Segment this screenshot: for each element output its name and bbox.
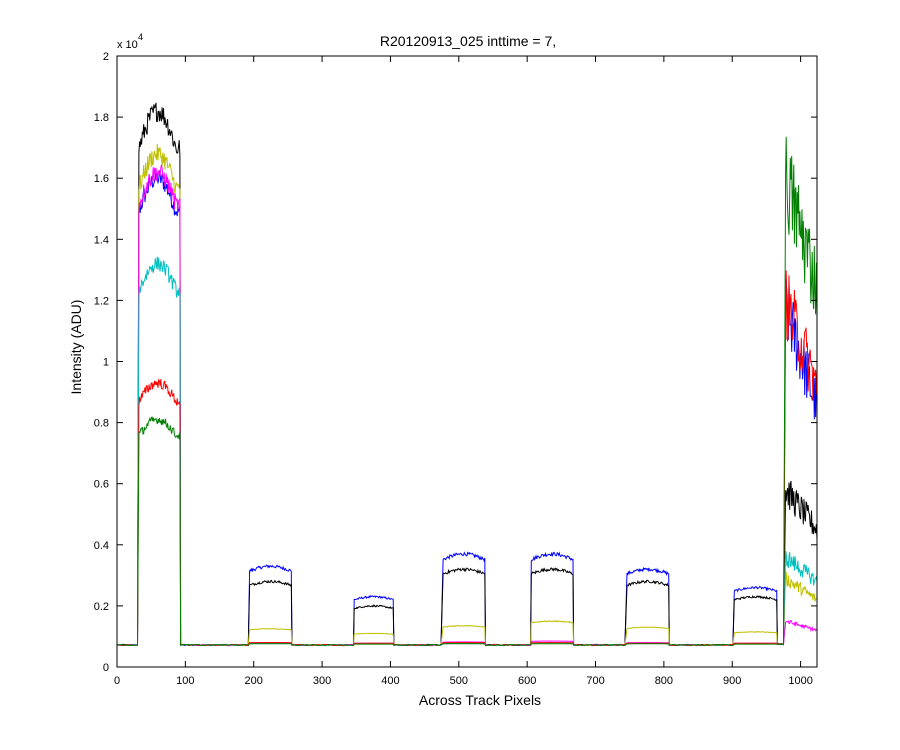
series-line-7 <box>116 136 818 647</box>
x-tick-label: 600 <box>518 675 536 687</box>
series-line-6 <box>117 270 818 647</box>
x-tick-label: 400 <box>381 675 399 687</box>
x-tick-label: 300 <box>313 675 331 687</box>
series-line-1 <box>116 169 818 647</box>
y-tick-label: 0.6 <box>94 479 109 491</box>
y-tick-label: 0 <box>103 662 109 674</box>
series-line-4 <box>116 164 818 647</box>
y-tick-label: 1.2 <box>94 295 109 307</box>
y-tick-label: 0.2 <box>94 601 109 613</box>
x-tick-label: 800 <box>655 675 673 687</box>
series-line-2 <box>116 102 818 647</box>
x-tick-label: 500 <box>450 675 468 687</box>
y-axis-label: Intensity (ADU) <box>68 300 84 395</box>
y-tick-label: 1 <box>103 357 109 369</box>
series-line-5 <box>116 256 818 647</box>
x-axis-label: Across Track Pixels <box>419 692 541 708</box>
x-tick-label: 1000 <box>788 675 812 687</box>
x-tick-label: 100 <box>176 675 194 687</box>
y-tick-label: 2 <box>103 51 109 63</box>
y-tick-label: 0.4 <box>94 540 109 552</box>
y-axis-multiplier: x 10 <box>117 39 138 51</box>
x-axis: 0 100 200 300 400 500 600 700 800 900 1000 <box>114 56 813 687</box>
chart-title: R20120913_025 inttime = 7, <box>380 33 556 49</box>
x-tick-label: 900 <box>723 675 741 687</box>
plot-area-border <box>116 55 818 668</box>
y-axis-multiplier-exponent: 4 <box>138 32 143 42</box>
y-tick-label: 1.8 <box>94 112 109 124</box>
x-tick-label: 200 <box>245 675 263 687</box>
x-tick-label: 0 <box>114 675 120 687</box>
y-tick-label: 0.8 <box>94 418 109 430</box>
plot-series <box>116 102 818 647</box>
x-tick-label: 700 <box>586 675 604 687</box>
y-tick-label: 1.4 <box>94 234 109 246</box>
y-tick-label: 1.6 <box>94 173 109 185</box>
series-line-3 <box>116 143 818 647</box>
y-axis: 0 0.2 0.4 0.6 0.8 1 1.2 1.4 1.6 1.8 2 <box>94 51 817 674</box>
